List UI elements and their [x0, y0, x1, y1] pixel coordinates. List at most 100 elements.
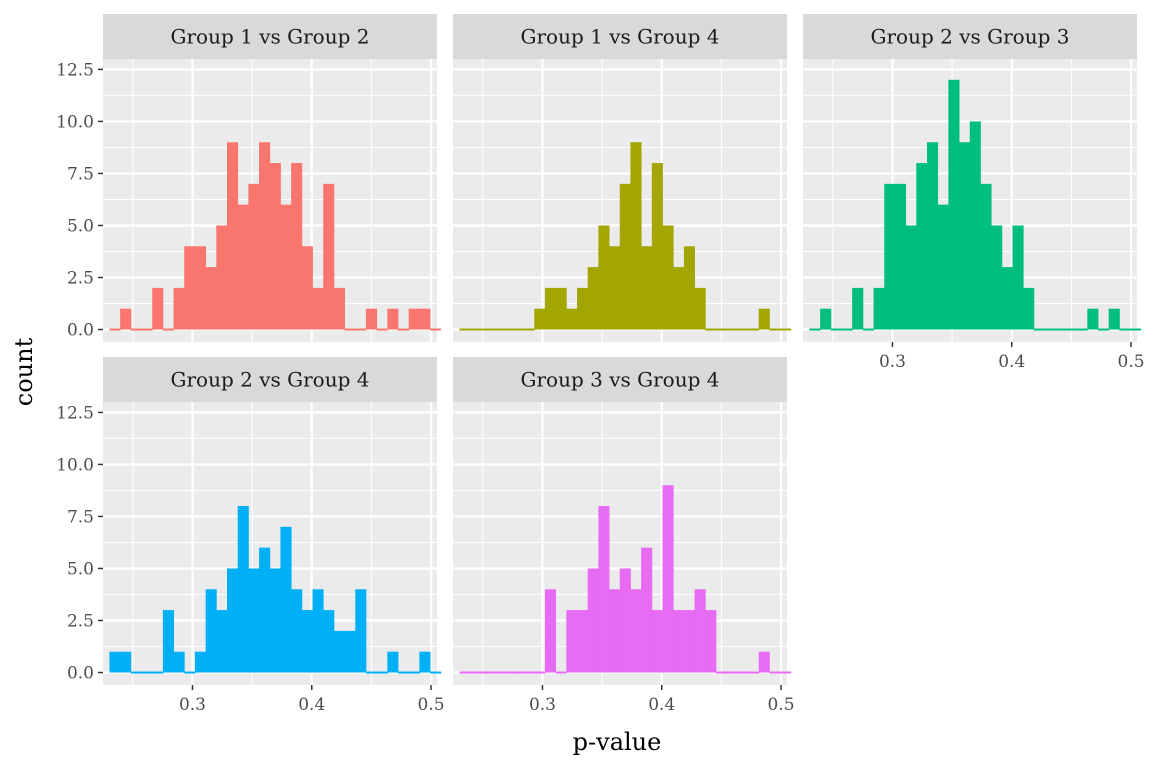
facet-panel: Group 1 vs Group 2 0.0 2.5 5.0 7.5 10.0 12.5: [56, 14, 442, 342]
facet-title: Group 1 vs Group 4: [521, 25, 720, 49]
histogram-bar: [587, 568, 599, 673]
histogram-bar: [291, 589, 303, 673]
histogram-bar: [937, 204, 949, 330]
histogram-bar: [387, 308, 399, 330]
histogram-bar: [398, 328, 410, 331]
histogram-bar: [630, 142, 642, 330]
histogram-bar: [609, 246, 621, 330]
histogram-bar: [587, 267, 599, 330]
histogram-bar: [619, 183, 631, 330]
histogram-bar: [387, 651, 399, 673]
histogram-bar: [566, 308, 578, 330]
histogram-bar: [609, 589, 621, 673]
facet-strip: [453, 14, 787, 59]
histogram-bar: [862, 328, 874, 331]
histogram-bar: [980, 183, 992, 330]
histogram-bar: [301, 610, 313, 673]
histogram-bar: [301, 246, 313, 330]
histogram-bar: [141, 671, 153, 674]
y-tick-label: 5.0: [67, 216, 94, 236]
y-tick-label: 0.0: [67, 321, 94, 341]
histogram-bar: [419, 651, 431, 673]
histogram-bar: [1108, 308, 1120, 330]
histogram-bar: [830, 328, 842, 331]
histogram-bar: [194, 246, 207, 330]
facet-panel: Group 3 vs Group 4 0.3 0.4 0.5: [453, 357, 795, 715]
histogram-bar: [280, 204, 292, 330]
histogram-bar: [355, 589, 367, 673]
histogram-bar: [1033, 328, 1045, 331]
histogram-bar: [598, 225, 610, 330]
facet-title: Group 2 vs Group 4: [171, 368, 370, 392]
histogram-bar: [512, 328, 524, 331]
histogram-bar: [162, 610, 174, 673]
histogram-bar: [194, 651, 207, 673]
facet-title: Group 2 vs Group 3: [871, 25, 1070, 49]
histogram-bar: [491, 671, 503, 674]
histogram-bar: [630, 589, 642, 673]
histogram-bar: [769, 671, 781, 674]
histogram-bar: [523, 328, 535, 331]
histogram-bar: [1076, 328, 1088, 331]
histogram-bar: [673, 610, 685, 673]
histogram-bar: [705, 610, 717, 673]
histogram-bar: [291, 163, 303, 330]
histogram-bar: [809, 328, 821, 331]
histogram-bar: [269, 568, 281, 673]
histogram-bar: [152, 671, 164, 674]
histogram-bar: [534, 308, 546, 330]
x-tick-label: 0.4: [648, 695, 675, 715]
histogram-bar: [216, 225, 228, 330]
histogram-bar: [651, 163, 663, 330]
histogram-bar: [237, 204, 249, 330]
histogram-bar: [694, 589, 706, 673]
histogram-bar: [408, 308, 420, 330]
histogram-bar: [905, 225, 917, 330]
histogram-bar: [523, 671, 535, 674]
histogram-bar: [1001, 267, 1013, 330]
histogram-bar: [430, 671, 442, 674]
histogram-bar: [948, 79, 960, 330]
histogram-bar: [216, 610, 228, 673]
histogram-bar: [683, 246, 695, 330]
histogram-bar: [959, 142, 971, 330]
histogram-bar: [715, 671, 728, 674]
histogram-bar: [491, 328, 503, 331]
histogram-bar: [323, 183, 335, 330]
histogram-bar: [398, 671, 410, 674]
histogram-bar: [109, 651, 121, 673]
facets-layer: Group 1 vs Group 20.02.55.07.510.012.5Gr…: [56, 14, 1145, 715]
x-tick-label: 0.5: [1118, 352, 1145, 372]
y-tick-label: 10.0: [56, 455, 94, 475]
histogram-bar: [259, 547, 271, 673]
histogram-bar: [259, 142, 271, 330]
histogram-bar: [534, 671, 546, 674]
histogram-bar: [120, 308, 132, 330]
histogram-bar: [780, 328, 792, 331]
histogram-bar: [820, 308, 832, 330]
histogram-bar: [780, 671, 792, 674]
y-axis-title: count: [10, 337, 38, 406]
facet-panel: Group 1 vs Group 4: [453, 14, 792, 342]
histogram-bar: [641, 246, 653, 330]
histogram-bar: [152, 287, 164, 330]
histogram-bar: [355, 328, 367, 331]
histogram-bar: [715, 328, 728, 331]
histogram-bar: [130, 671, 142, 674]
histogram-bar: [852, 287, 864, 330]
histogram-bar: [419, 308, 431, 330]
facet-strip: [453, 357, 787, 402]
histogram-bar: [737, 328, 749, 331]
y-tick-label: 2.5: [67, 268, 94, 288]
histogram-bar: [227, 142, 239, 330]
histogram-bar: [662, 225, 674, 330]
y-tick-label: 10.0: [56, 112, 94, 132]
facet-strip: [103, 357, 437, 402]
x-tick-label: 0.4: [998, 352, 1025, 372]
x-axis-title: p-value: [573, 728, 662, 756]
histogram-bar: [555, 671, 567, 674]
histogram-bar: [376, 328, 388, 331]
x-tick-label: 0.3: [879, 352, 906, 372]
histogram-bar: [130, 328, 142, 331]
